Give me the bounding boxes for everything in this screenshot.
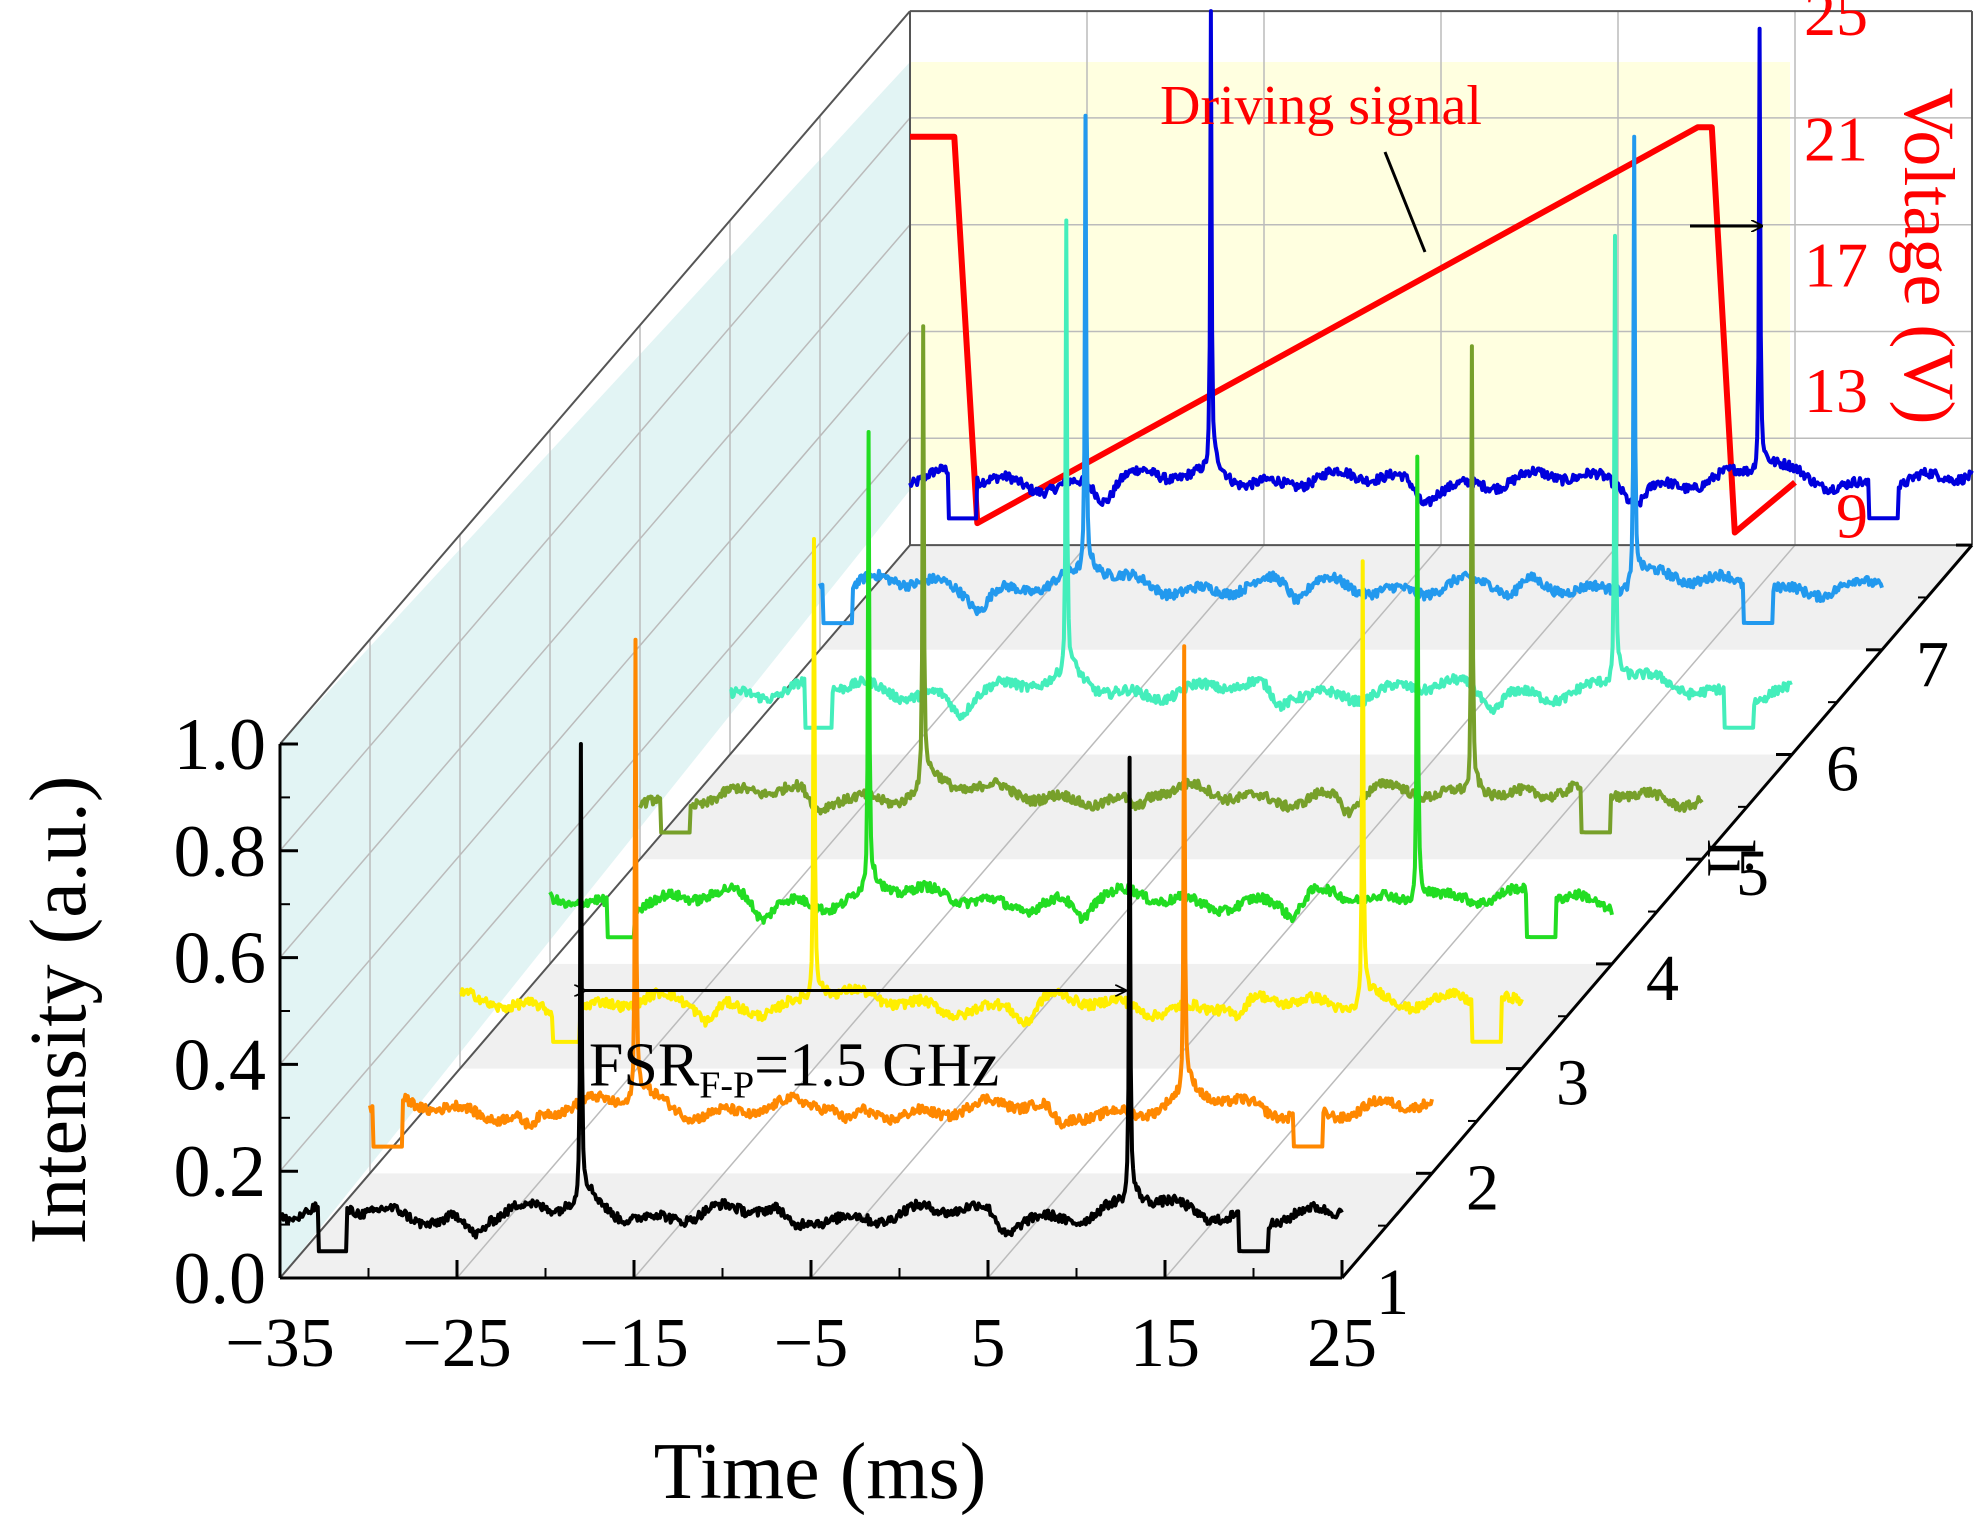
depth-tick-label: 7 — [1916, 628, 1949, 701]
fsr-label-base: FSR — [589, 1032, 700, 1100]
voltage-tick-label: 9 — [1836, 481, 1868, 552]
chart-box-surfaces — [280, 62, 1790, 1278]
voltage-tick-label: 21 — [1804, 104, 1868, 175]
series-traces — [278, 9, 1974, 1254]
side-grid-line — [279, 117, 911, 852]
y-tick-label: 1.0 — [174, 704, 267, 786]
depth-axis-tick-labels: 12345678 — [1376, 628, 1949, 1329]
x-tick-label: −5 — [774, 1305, 848, 1382]
y-axis: 0.0 0.2 0.4 0.6 0.8 1.0 Intensity (a.u.) — [15, 704, 298, 1320]
x-tick-label: −25 — [402, 1305, 511, 1382]
trace-1 — [278, 742, 1344, 1254]
fsr-annotation: FSRF-P=1.5 GHz — [585, 991, 1126, 1107]
x-tick-label: −15 — [579, 1305, 688, 1382]
x-axis-title: Time (ms) — [654, 1428, 987, 1516]
x-axis: −35 −25 −15 −5 5 15 25 Time (ms) — [225, 1260, 1377, 1516]
depth-tick-label: 1 — [1376, 1256, 1409, 1329]
driving-signal-line — [910, 124, 1797, 536]
box-frame — [279, 10, 1973, 1279]
trace-5 — [638, 324, 1704, 835]
voltage-tick-label: 17 — [1804, 229, 1868, 300]
voltage-tick-label: 25 — [1804, 0, 1868, 49]
voltage-axis-tick-labels: 9 13 17 21 25 — [1804, 0, 1868, 552]
frame-edge — [279, 544, 911, 1279]
y-tick-label: 0.6 — [174, 918, 267, 1000]
trace-2 — [368, 637, 1434, 1149]
voltage-tick-label: 13 — [1804, 355, 1868, 426]
fsr-label: FSRF-P=1.5 GHz — [589, 1032, 999, 1107]
depth-tick-label: 6 — [1826, 733, 1859, 806]
y-axis-title: Intensity (a.u.) — [15, 776, 103, 1245]
depth-tick-label: 4 — [1646, 942, 1679, 1015]
fsr-label-subscript: F-P — [699, 1065, 754, 1107]
trace-6 — [729, 218, 1793, 730]
y-tick-label: 0.0 — [174, 1238, 267, 1320]
x-tick-label: −35 — [225, 1305, 334, 1382]
y-tick-label: 0.2 — [174, 1131, 267, 1213]
floor-grid-line — [987, 544, 1619, 1279]
x-tick-label: 15 — [1130, 1305, 1200, 1382]
frame-edge — [279, 10, 911, 745]
y-axis-tick-labels: 0.0 0.2 0.4 0.6 0.8 1.0 — [174, 704, 267, 1320]
voltage-axis: 9 13 17 21 25 Voltage (V) — [1804, 0, 1969, 552]
depth-tick-label: 2 — [1466, 1151, 1499, 1224]
y-axis-ticks — [278, 742, 298, 1280]
left-side-wall — [280, 62, 910, 1278]
y-tick-label: 0.8 — [174, 811, 267, 893]
driving-signal-annotation: Driving signal — [1160, 75, 1762, 253]
driving-signal-label: Driving signal — [1160, 75, 1482, 137]
floor-grid-line — [1164, 544, 1796, 1279]
x-tick-label: 25 — [1307, 1305, 1377, 1382]
voltage-axis-title: Voltage (V) — [1889, 88, 1969, 425]
floor-grid-line — [633, 544, 1265, 1279]
driving-signal-pointer — [1383, 151, 1427, 253]
fsr-label-rest: =1.5 GHz — [754, 1032, 999, 1100]
back-wall — [910, 62, 1790, 490]
side-grid-line — [279, 437, 911, 1172]
side-grid-line — [279, 331, 911, 1065]
trace-7 — [818, 113, 1884, 626]
depth-axis: 12345678 li — [1326, 543, 1974, 1329]
y-tick-label: 0.4 — [174, 1024, 267, 1106]
x-tick-label: 5 — [971, 1305, 1006, 1382]
x-axis-tick-labels: −35 −25 −15 −5 5 15 25 — [225, 1305, 1377, 1382]
trace-4 — [548, 430, 1614, 940]
depth-axis-title: li — [1693, 839, 1769, 877]
side-grid-line — [279, 224, 911, 959]
depth-tick-label: 3 — [1556, 1047, 1589, 1120]
depth-tick-label: 5 — [1736, 837, 1769, 910]
depth-axis-ticks — [1326, 543, 1974, 1280]
floor-grid-line — [810, 544, 1442, 1279]
